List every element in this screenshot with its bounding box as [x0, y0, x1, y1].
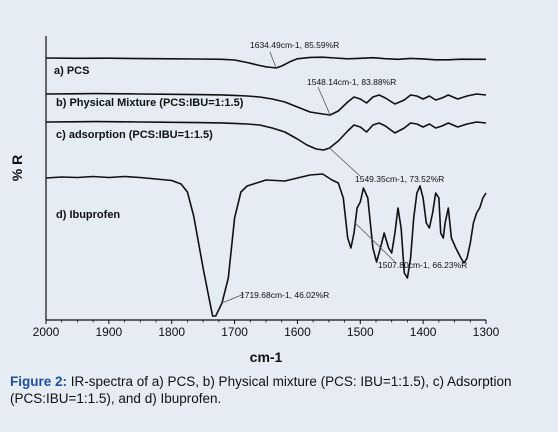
annotation-leader: [354, 222, 396, 263]
series-label-3: c) adsorption (PCS:IBU=1:1.5): [56, 129, 213, 141]
caption-text: IR-spectra of a) PCS, b) Physical mixtur…: [10, 374, 512, 406]
chart-background: [0, 0, 558, 370]
x-tick-label: 1800: [158, 325, 185, 339]
x-tick-label: 1500: [347, 325, 374, 339]
series-label-1: a) PCS: [54, 65, 89, 77]
x-tick-label: 1400: [410, 325, 437, 339]
annotation-label: 1507.80cm-1, 66.23%R: [378, 260, 467, 270]
x-axis-label: cm-1: [250, 349, 283, 365]
annotation-leader: [317, 86, 331, 116]
annotation-label: 1634.49cm-1, 85.59%R: [250, 40, 339, 50]
y-axis-label: % R: [9, 155, 25, 181]
series-line-2: [45, 92, 487, 116]
x-tick-label: 1700: [221, 325, 248, 339]
figure-label: Figure 2:: [10, 374, 68, 389]
series-group: [45, 56, 487, 317]
figure-caption: Figure 2: IR-spectra of a) PCS, b) Physi…: [10, 373, 550, 407]
x-tick-label: 1300: [473, 325, 500, 339]
annotation-leader: [269, 51, 277, 69]
series-line-3: [45, 120, 487, 151]
annotation-label: 1549.35cm-1, 73.52%R: [355, 174, 444, 184]
series-label-2: b) Physical Mixture (PCS:IBU=1:1.5): [56, 97, 244, 109]
x-tick-label: 2000: [33, 325, 60, 339]
series-line-4: [45, 173, 487, 317]
annotation-leader: [329, 147, 361, 177]
x-tick-label: 1600: [284, 325, 311, 339]
x-tick-label: 1900: [96, 325, 123, 339]
axes: 2000 1900 1800 1700 1600 1500 1400 1300 cm-1 % R: [9, 36, 500, 365]
annotation-leader: [221, 293, 245, 304]
annotation-label: 1548.14cm-1, 83.88%R: [307, 77, 396, 87]
series-line-1: [45, 56, 487, 69]
series-label-4: d) Ibuprofen: [56, 209, 120, 221]
annotation-label: 1719.68cm-1, 46.02%R: [240, 290, 329, 300]
series-labels: a) PCS b) Physical Mixture (PCS:IBU=1:1.5…: [54, 65, 244, 221]
annotations: 1634.49cm-1, 85.59%R 1548.14cm-1, 83.88%R…: [221, 40, 467, 304]
